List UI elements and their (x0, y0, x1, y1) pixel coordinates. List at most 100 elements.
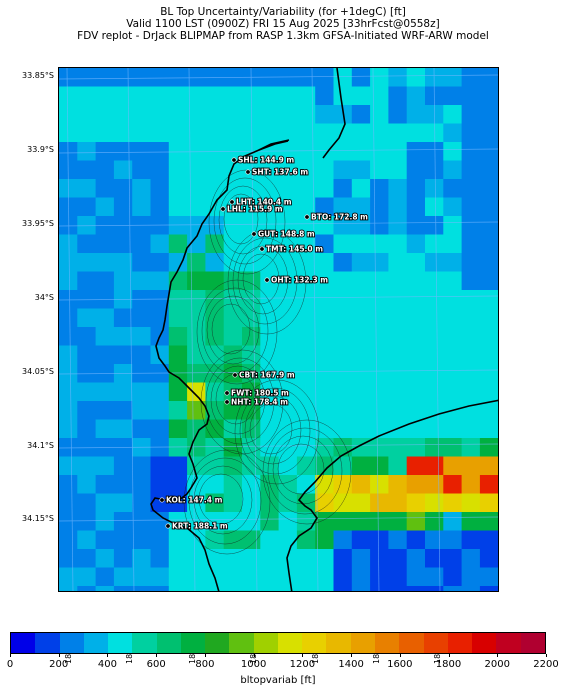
map-cell (370, 123, 389, 143)
map-cell (59, 401, 78, 420)
map-cell (278, 567, 298, 587)
map-cell (132, 197, 151, 217)
map-cell (150, 382, 170, 402)
station-label: NHT: 178.4 m (231, 398, 288, 407)
contour-line (210, 365, 266, 435)
map-cell (315, 549, 334, 568)
map-cell (479, 105, 498, 124)
map-cell (242, 512, 261, 531)
map-cell (351, 197, 371, 217)
map-cell (59, 216, 78, 235)
map-cell (168, 308, 188, 328)
map-cell (388, 456, 408, 476)
map-cell (498, 438, 499, 457)
map-cell (223, 86, 243, 106)
map-cell (223, 549, 243, 568)
map-area[interactable]: SHL: 144.9 m SHT: 137.6 m LHT: 140.4 m LHL:… (58, 67, 499, 592)
parallel-line (59, 221, 498, 227)
map-cell (77, 586, 97, 591)
map-cell (479, 327, 498, 346)
map-cell (132, 345, 151, 365)
meridian-line (127, 68, 135, 591)
map-cell (187, 308, 206, 328)
colorbar-tickmark (58, 654, 60, 657)
meridian-line (250, 68, 258, 591)
map-cell (479, 142, 498, 161)
map-cell (425, 475, 444, 494)
map-cell (223, 345, 243, 365)
map-cell (113, 271, 133, 291)
colorbar-tickmark (497, 654, 499, 657)
map-cell (205, 327, 225, 346)
map-cell (296, 419, 316, 439)
map-cell (260, 86, 280, 106)
map-cell (461, 327, 481, 346)
map-cell (168, 216, 188, 235)
map-cell (95, 234, 115, 254)
map-cell (351, 216, 371, 235)
map-cell (205, 290, 225, 309)
map-cell (77, 401, 97, 420)
map-cell (59, 438, 78, 457)
map-cell (388, 123, 408, 143)
map-cell (132, 493, 151, 513)
map-cell (223, 419, 243, 439)
terrain-contours (183, 169, 352, 555)
map-cell (242, 197, 261, 217)
map-cell (223, 401, 243, 420)
colorbar-label: bltopvariab [ft] (240, 675, 316, 686)
map-cell (242, 530, 261, 550)
map-cell (351, 68, 371, 87)
map-cell (278, 253, 298, 272)
map-cell (113, 345, 133, 365)
map-cell (296, 456, 316, 476)
map-cell (333, 567, 353, 587)
map-cell (461, 179, 481, 198)
map-cell (95, 549, 115, 568)
map-cell (498, 87, 499, 106)
map-cell (278, 382, 298, 402)
map-cell (315, 179, 334, 198)
map-cell (296, 438, 316, 457)
map-cell (168, 456, 188, 476)
map-cell (278, 549, 298, 568)
map-cell (260, 197, 280, 217)
map-cell (406, 216, 426, 235)
colorbar-swatch (496, 633, 521, 653)
map-cell (59, 142, 78, 161)
map-cell (132, 512, 151, 531)
map-cell (443, 197, 463, 217)
map-cell (406, 160, 426, 180)
map-cell (187, 345, 206, 365)
map-cell (296, 586, 316, 591)
map-cell (95, 475, 115, 494)
map-cell (278, 123, 298, 143)
map-cell (77, 123, 97, 143)
map-cell (315, 419, 334, 439)
map-cell (406, 197, 426, 217)
colorbar-swatch (253, 633, 278, 653)
map-cell (113, 512, 133, 531)
map-cell (425, 364, 444, 383)
map-cell (205, 105, 225, 124)
map-cell (351, 493, 371, 513)
map-cell (370, 86, 389, 106)
colorbar-swatch (11, 633, 36, 653)
map-cell (132, 567, 151, 587)
map-cell (113, 530, 133, 550)
map-cell (351, 234, 371, 254)
map-cell (498, 142, 499, 161)
map-cell (425, 382, 444, 402)
map-cell (443, 234, 463, 254)
map-cell (370, 216, 389, 235)
meridian-line (372, 68, 380, 591)
map-cell (315, 160, 334, 180)
map-cell (388, 586, 408, 591)
map-cell (95, 123, 115, 143)
colorbar-tickmark (448, 654, 450, 657)
map-cell (205, 549, 225, 568)
contour-line (188, 457, 262, 545)
map-cell (150, 530, 170, 550)
map-cell (388, 327, 408, 346)
map-cell (296, 401, 316, 420)
